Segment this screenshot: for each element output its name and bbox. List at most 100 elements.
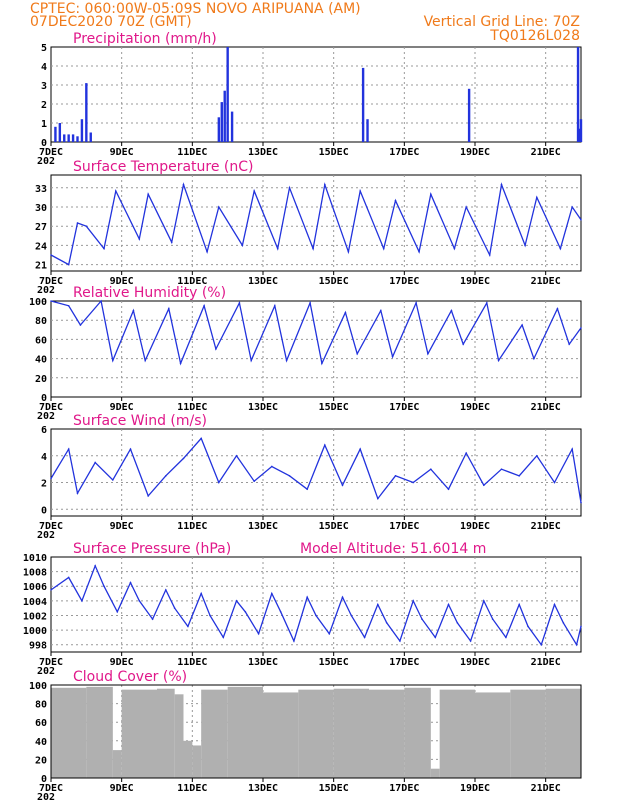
- pressure-point: [341, 596, 344, 598]
- wind-ytick-label: 2: [41, 479, 47, 490]
- pressure-ytick-label: 998: [29, 641, 47, 652]
- precipitation-xtick-label: 9DEC: [110, 147, 134, 158]
- wind-point: [580, 501, 582, 504]
- humidity-ytick-label: 0: [41, 393, 47, 404]
- pressure-point: [377, 603, 379, 606]
- wind-point: [271, 465, 273, 468]
- humidity-panel: 0 20 40 60 80 100 7DEC 9DEC 11DEC 13DEC 15DEC 17DEC…: [29, 285, 582, 422]
- humidity-point: [485, 302, 488, 304]
- pressure-point: [244, 611, 247, 613]
- temperature-point: [536, 196, 538, 199]
- wind-point: [288, 475, 291, 477]
- cloud-cover-xtick-label: 15DEC: [319, 783, 349, 794]
- humidity-xtick-label: 17DEC: [389, 402, 419, 413]
- humidity-point: [450, 309, 453, 312]
- pressure-point: [363, 636, 366, 639]
- humidity-xtick-label: 9DEC: [110, 402, 134, 413]
- pressure-point: [421, 618, 423, 620]
- pressure-xtick-label: 21DEC: [531, 657, 561, 668]
- header-line1: CPTEC: 060:00W-05:09S NOVO ARIPUANA (AM): [30, 1, 361, 17]
- precipitation-xtick-label: 19DEC: [460, 147, 490, 158]
- pressure-frame: [50, 556, 582, 653]
- pressure-point: [527, 625, 529, 628]
- precipitation-bar: [63, 134, 66, 142]
- cloud-cover-bar: [121, 689, 157, 778]
- precipitation-xtick-label: 7DEC: [39, 147, 63, 158]
- humidity-point: [521, 324, 523, 326]
- precipitation-xtick-label: 21DEC: [531, 147, 561, 158]
- precipitation-bar: [67, 134, 70, 142]
- humidity-ytick-label: 40: [35, 355, 47, 366]
- humidity-point: [497, 359, 500, 362]
- humidity-point: [356, 353, 359, 355]
- precipitation-bar: [89, 132, 92, 142]
- precipitation-ytick-label: 3: [41, 81, 47, 92]
- pressure-point: [412, 600, 414, 602]
- precipitation-bar: [579, 119, 583, 142]
- precipitation-bar: [226, 47, 229, 142]
- pressure-point: [94, 564, 96, 567]
- temperature-point: [382, 247, 385, 250]
- wind-point: [447, 488, 450, 491]
- temperature-point: [418, 251, 420, 253]
- temperature-point: [488, 254, 491, 256]
- humidity-point: [391, 355, 394, 358]
- wind-point: [571, 448, 573, 450]
- wind-xtick-label: 9DEC: [110, 521, 134, 532]
- humidity-xtick-label: 13DEC: [248, 402, 278, 413]
- cloud-cover-xtick-label: 9DEC: [110, 783, 134, 794]
- temperature-point: [50, 254, 52, 256]
- temperature-point: [347, 251, 350, 253]
- cloud-cover-bar: [183, 740, 193, 778]
- header-model-id: TQ0126L028: [489, 28, 580, 44]
- temperature-point: [147, 193, 149, 195]
- cloud-cover-bar: [263, 692, 299, 778]
- cloud-cover-ytick-label: 0: [41, 774, 47, 785]
- header-date: 07DEC2020 70Z (GMT): [30, 14, 192, 30]
- humidity-point: [462, 343, 465, 346]
- wind-point: [518, 475, 520, 477]
- humidity-frame: [50, 300, 582, 398]
- precipitation-year-stub: 202: [37, 156, 55, 167]
- precipitation-title: Precipitation (mm/h): [73, 31, 217, 47]
- wind-point: [377, 497, 379, 500]
- humidity-xtick-label: 19DEC: [460, 402, 490, 413]
- wind-series-line: [50, 437, 582, 503]
- temperature-xtick-label: 19DEC: [460, 276, 490, 287]
- pressure-ytick-label: 1000: [23, 626, 47, 637]
- pressure-point: [200, 592, 202, 595]
- wind-xtick-label: 21DEC: [531, 521, 561, 532]
- temperature-point: [170, 241, 173, 243]
- humidity-xtick-label: 7DEC: [39, 402, 63, 413]
- temperature-xtick-label: 7DEC: [39, 276, 63, 287]
- pressure-point: [50, 589, 52, 591]
- cloud-cover-bar: [201, 689, 228, 778]
- pressure-point: [456, 621, 459, 624]
- cloud-cover-ytick-label: 20: [35, 755, 47, 766]
- wind-point: [553, 481, 556, 484]
- wind-xtick-label: 11DEC: [177, 521, 207, 532]
- precipitation-bar: [76, 136, 79, 142]
- pressure-point: [315, 614, 317, 617]
- humidity-xtick-label: 11DEC: [177, 402, 207, 413]
- humidity-point: [285, 359, 288, 362]
- humidity-ytick-label: 80: [35, 316, 47, 327]
- pressure-point: [67, 576, 70, 579]
- humidity-point: [203, 305, 205, 307]
- precipitation-ytick-label: 0: [41, 138, 47, 149]
- pressure-point: [553, 603, 556, 606]
- temperature-point: [138, 238, 141, 240]
- temperature-point: [430, 193, 432, 195]
- temperature-point: [76, 222, 79, 224]
- wind-title: Surface Wind (m/s): [73, 413, 207, 429]
- wind-frame: [50, 428, 582, 517]
- pressure-point: [328, 632, 331, 635]
- wind-point: [147, 495, 149, 497]
- wind-xtick-label: 19DEC: [460, 521, 490, 532]
- humidity-point: [67, 305, 70, 307]
- temperature-ytick-label: 30: [35, 203, 47, 214]
- wind-year-stub: 202: [37, 530, 55, 541]
- cloud-cover-bar: [298, 689, 334, 778]
- precipitation-xtick-label: 17DEC: [389, 147, 419, 158]
- humidity-point: [167, 307, 170, 310]
